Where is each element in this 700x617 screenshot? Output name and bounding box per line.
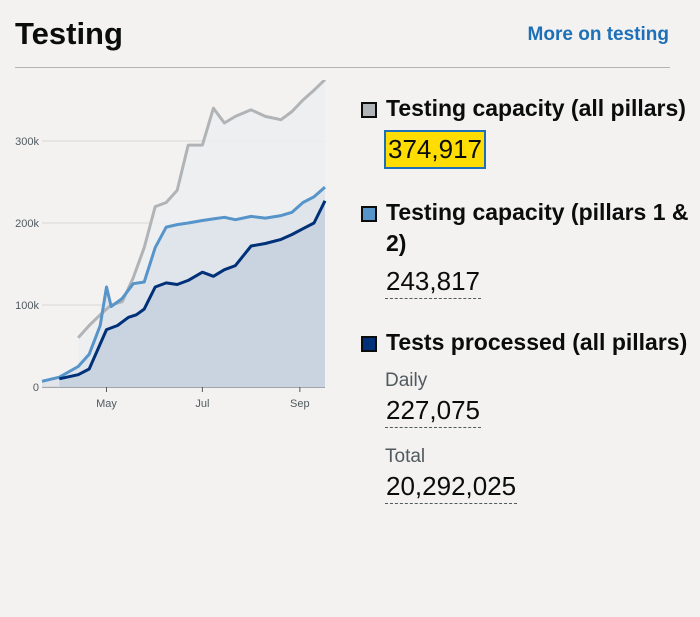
page-title: Testing: [15, 16, 123, 51]
x-tick-label: Sep: [290, 398, 310, 410]
x-tick-label: Jul: [195, 398, 209, 410]
metric-capacity-p12: Testing capacity (pillars 1 & 2) 243,817: [361, 197, 691, 299]
metric-value[interactable]: 243,817: [385, 265, 481, 299]
series-area-3: [59, 200, 326, 387]
more-on-testing-link[interactable]: More on testing: [527, 24, 669, 45]
metric-capacity-all: Testing capacity (all pillars) 374,917: [361, 93, 691, 169]
metric-label: Testing capacity (pillars 1 & 2): [386, 199, 689, 256]
series-line-2: [41, 185, 326, 383]
y-tick-label: 200k: [15, 218, 39, 230]
y-tick-label: 300k: [15, 136, 39, 148]
testing-chart: 0 100k 200k 300k May Jul Sep: [15, 80, 327, 410]
metric-tests-processed: Tests processed (all pillars) Daily 227,…: [361, 327, 691, 504]
metric-value[interactable]: 374,917: [384, 130, 486, 169]
total-value[interactable]: 20,292,025: [385, 470, 518, 504]
daily-label: Daily: [385, 370, 428, 391]
metric-label: Tests processed (all pillars): [386, 329, 688, 355]
metrics-panel: Testing capacity (all pillars) 374,917 T…: [361, 93, 691, 532]
legend-swatch-capacity-p12: [361, 206, 377, 222]
series-line-3: [58, 200, 327, 381]
total-stat: Total 20,292,025: [385, 446, 691, 504]
total-label: Total: [385, 446, 426, 467]
daily-value[interactable]: 227,075: [385, 394, 481, 428]
y-tick-label: 100k: [15, 300, 39, 312]
legend-swatch-capacity-all: [361, 102, 377, 118]
daily-stat: Daily 227,075: [385, 370, 691, 428]
y-tick-label: 0: [33, 382, 39, 394]
x-tick-label: May: [96, 398, 117, 410]
header-divider: [15, 67, 670, 68]
metric-label: Testing capacity (all pillars): [386, 95, 686, 121]
legend-swatch-tests-processed: [361, 336, 377, 352]
